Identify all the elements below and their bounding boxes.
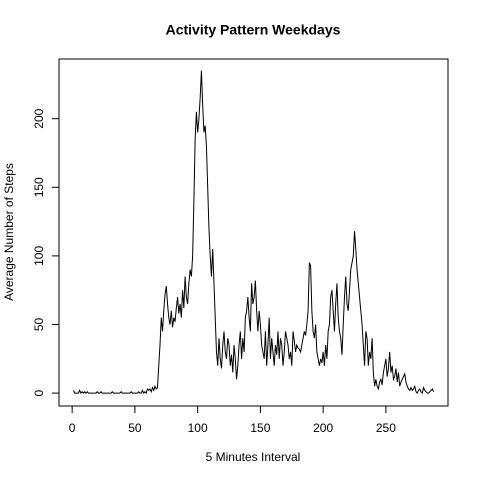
data-line <box>72 70 435 395</box>
y-axis-title: Average Number of Steps <box>2 163 16 301</box>
x-tick-label: 150 <box>250 421 270 435</box>
x-tick-label: 50 <box>128 421 142 435</box>
x-axis-title: 5 Minutes Interval <box>206 450 301 464</box>
x-tick-label: 100 <box>188 421 208 435</box>
y-tick-label: 150 <box>32 177 46 197</box>
y-tick-label: 50 <box>32 318 46 332</box>
y-tick-label: 100 <box>32 246 46 266</box>
y-tick-label: 200 <box>32 108 46 128</box>
chart-title: Activity Pattern Weekdays <box>166 22 341 38</box>
y-tick-label: 0 <box>32 389 46 396</box>
x-tick-label: 0 <box>69 421 76 435</box>
x-tick-label: 250 <box>376 421 396 435</box>
x-tick-label: 200 <box>313 421 333 435</box>
